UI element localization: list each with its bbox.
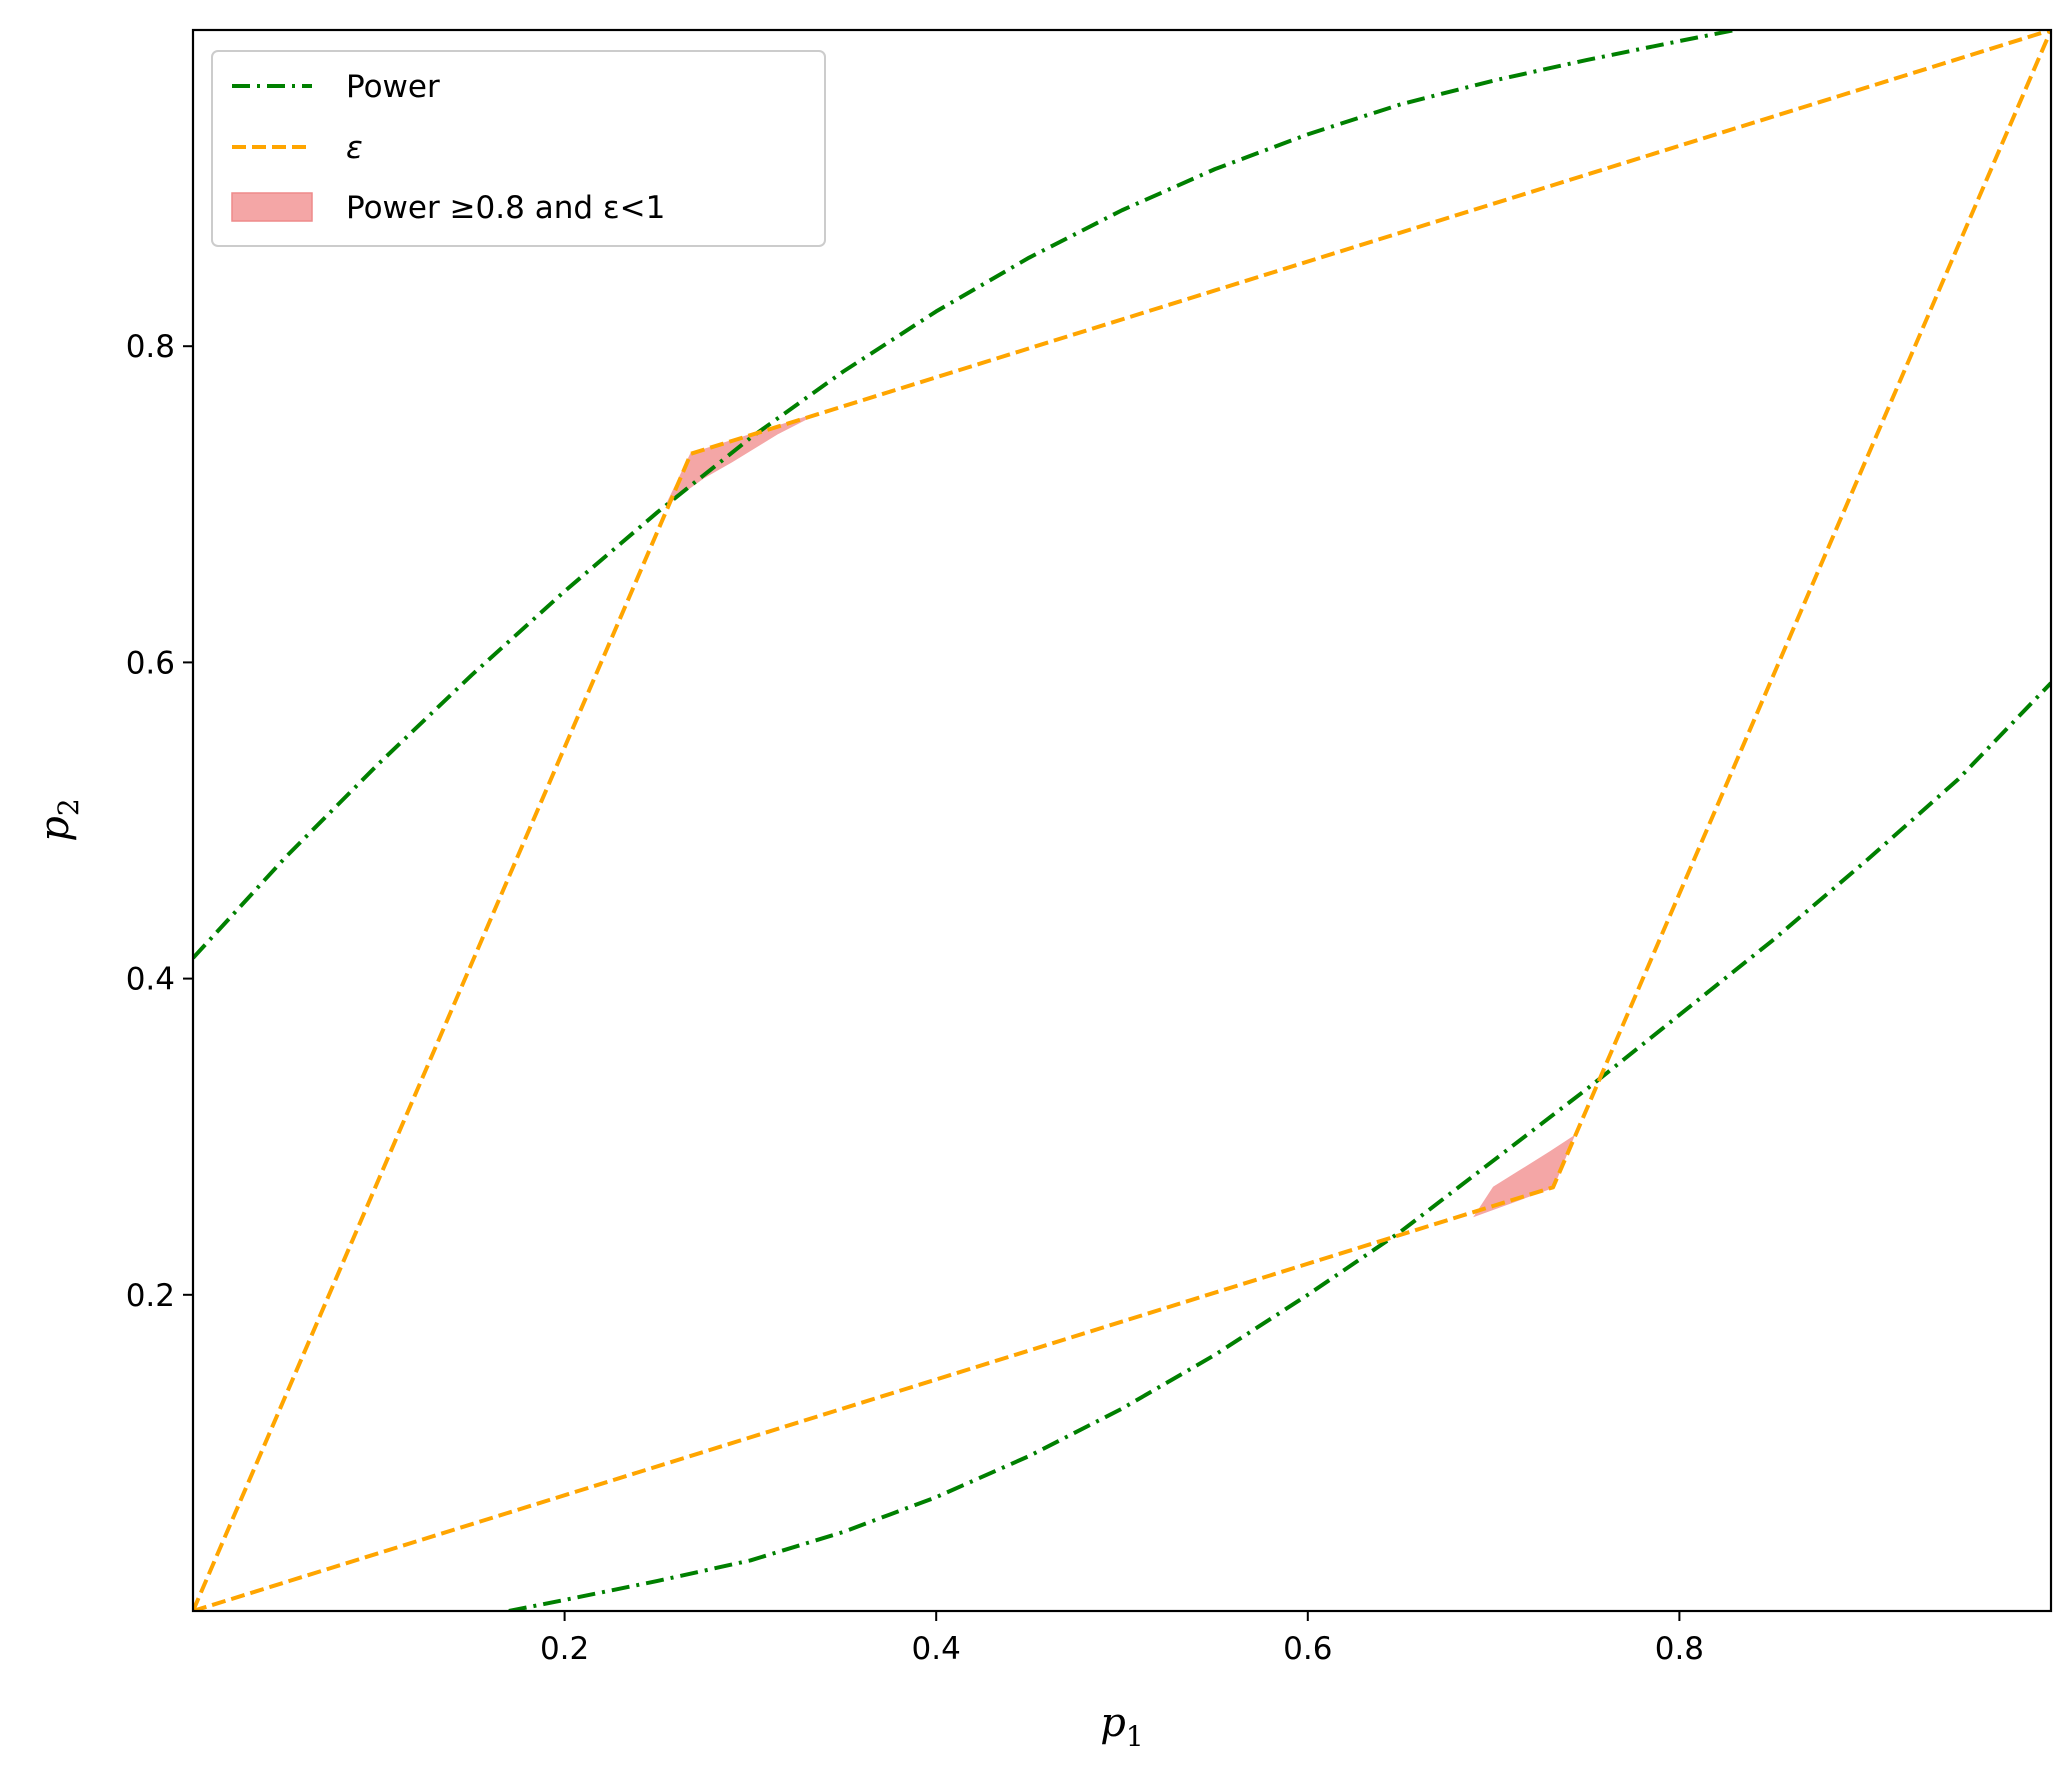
epsilon-curve-1 [193, 30, 2051, 1611]
plot-area [191, 28, 2053, 1613]
x-axis-label: p1 [1100, 1700, 1143, 1753]
y-axis-label: p2 [32, 798, 85, 841]
x-tick-label: 0.2 [540, 1631, 589, 1667]
axes-frame [191, 28, 2053, 1613]
x-tick-label: 0.6 [1283, 1631, 1332, 1667]
x-tick-label: 0.8 [1655, 1631, 1704, 1667]
x-axis-ticks: 0.2 0.4 0.6 0.8 [540, 1611, 1704, 1667]
shaded-region-1 [666, 413, 816, 505]
power-curve-2 [508, 681, 2051, 1611]
legend-label-region: Power ≥0.8 and ε<1 [346, 190, 665, 226]
epsilon-curve-2 [193, 30, 2051, 1611]
shaded-region-2 [1473, 1134, 1576, 1218]
y-tick-label: 0.8 [126, 329, 175, 365]
legend: Power ε Power ≥0.8 and ε<1 [211, 50, 826, 247]
legend-box [211, 50, 826, 247]
y-tick-label: 0.2 [126, 1278, 175, 1314]
power-curve-1 [193, 30, 1736, 960]
legend-label-epsilon: ε [346, 130, 363, 166]
legend-swatch-region [231, 192, 313, 222]
y-tick-label: 0.4 [126, 962, 175, 998]
legend-label-power: Power [346, 69, 440, 105]
x-axis-label-sub: 1 [1126, 1720, 1144, 1753]
y-axis-ticks: 0.2 0.4 0.6 0.8 [126, 329, 193, 1314]
shaded-regions [666, 413, 1576, 1218]
y-axis-label-base: p [32, 816, 78, 842]
x-tick-label: 0.4 [912, 1631, 961, 1667]
y-tick-label: 0.6 [126, 645, 175, 681]
series-lines [193, 30, 2051, 1611]
x-axis-label-base: p [1100, 1700, 1126, 1746]
y-axis-label-sub: 2 [52, 798, 85, 816]
